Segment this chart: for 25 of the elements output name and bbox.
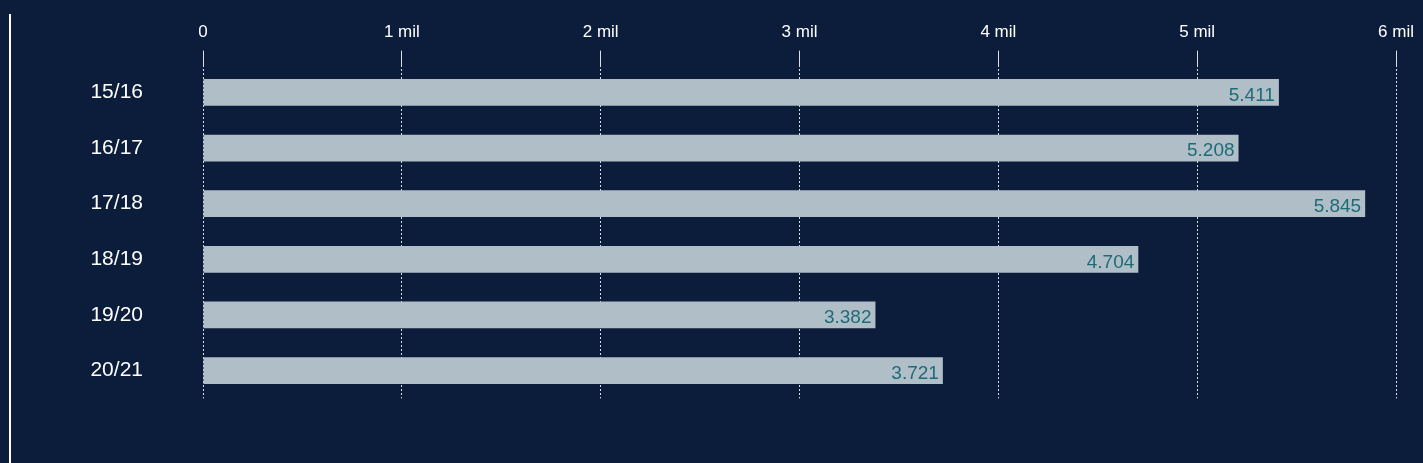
y-tick-label: 16/17 <box>90 134 143 158</box>
data-label: 4.704 <box>1086 250 1135 272</box>
data-label: 5.208 <box>1186 139 1235 161</box>
data-label: 3.382 <box>823 306 872 328</box>
x-tick-label: 3 mil <box>781 22 818 42</box>
bar <box>203 301 876 329</box>
x-tick-label: 5 mil <box>1179 22 1216 42</box>
x-tick-label: 0 <box>198 22 208 42</box>
x-tick-label: 4 mil <box>980 22 1017 42</box>
data-label: 5.845 <box>1313 194 1362 216</box>
y-tick-label: 19/20 <box>90 301 143 325</box>
x-tick-label: 1 mil <box>383 22 420 42</box>
data-label: 3.721 <box>891 361 939 383</box>
y-tick-label: 20/21 <box>90 357 143 381</box>
bar <box>203 79 1279 106</box>
y-tick-label: 18/19 <box>90 246 143 270</box>
bar <box>203 190 1366 218</box>
x-tick-label: 2 mil <box>582 22 619 42</box>
bar <box>203 357 943 384</box>
x-tick-label: 6 mil <box>1378 22 1414 42</box>
bar <box>203 245 1139 273</box>
data-label: 5.411 <box>1228 83 1275 105</box>
bar <box>203 134 1239 162</box>
y-tick-label: 17/18 <box>90 190 143 214</box>
y-tick-label: 15/16 <box>90 79 143 103</box>
